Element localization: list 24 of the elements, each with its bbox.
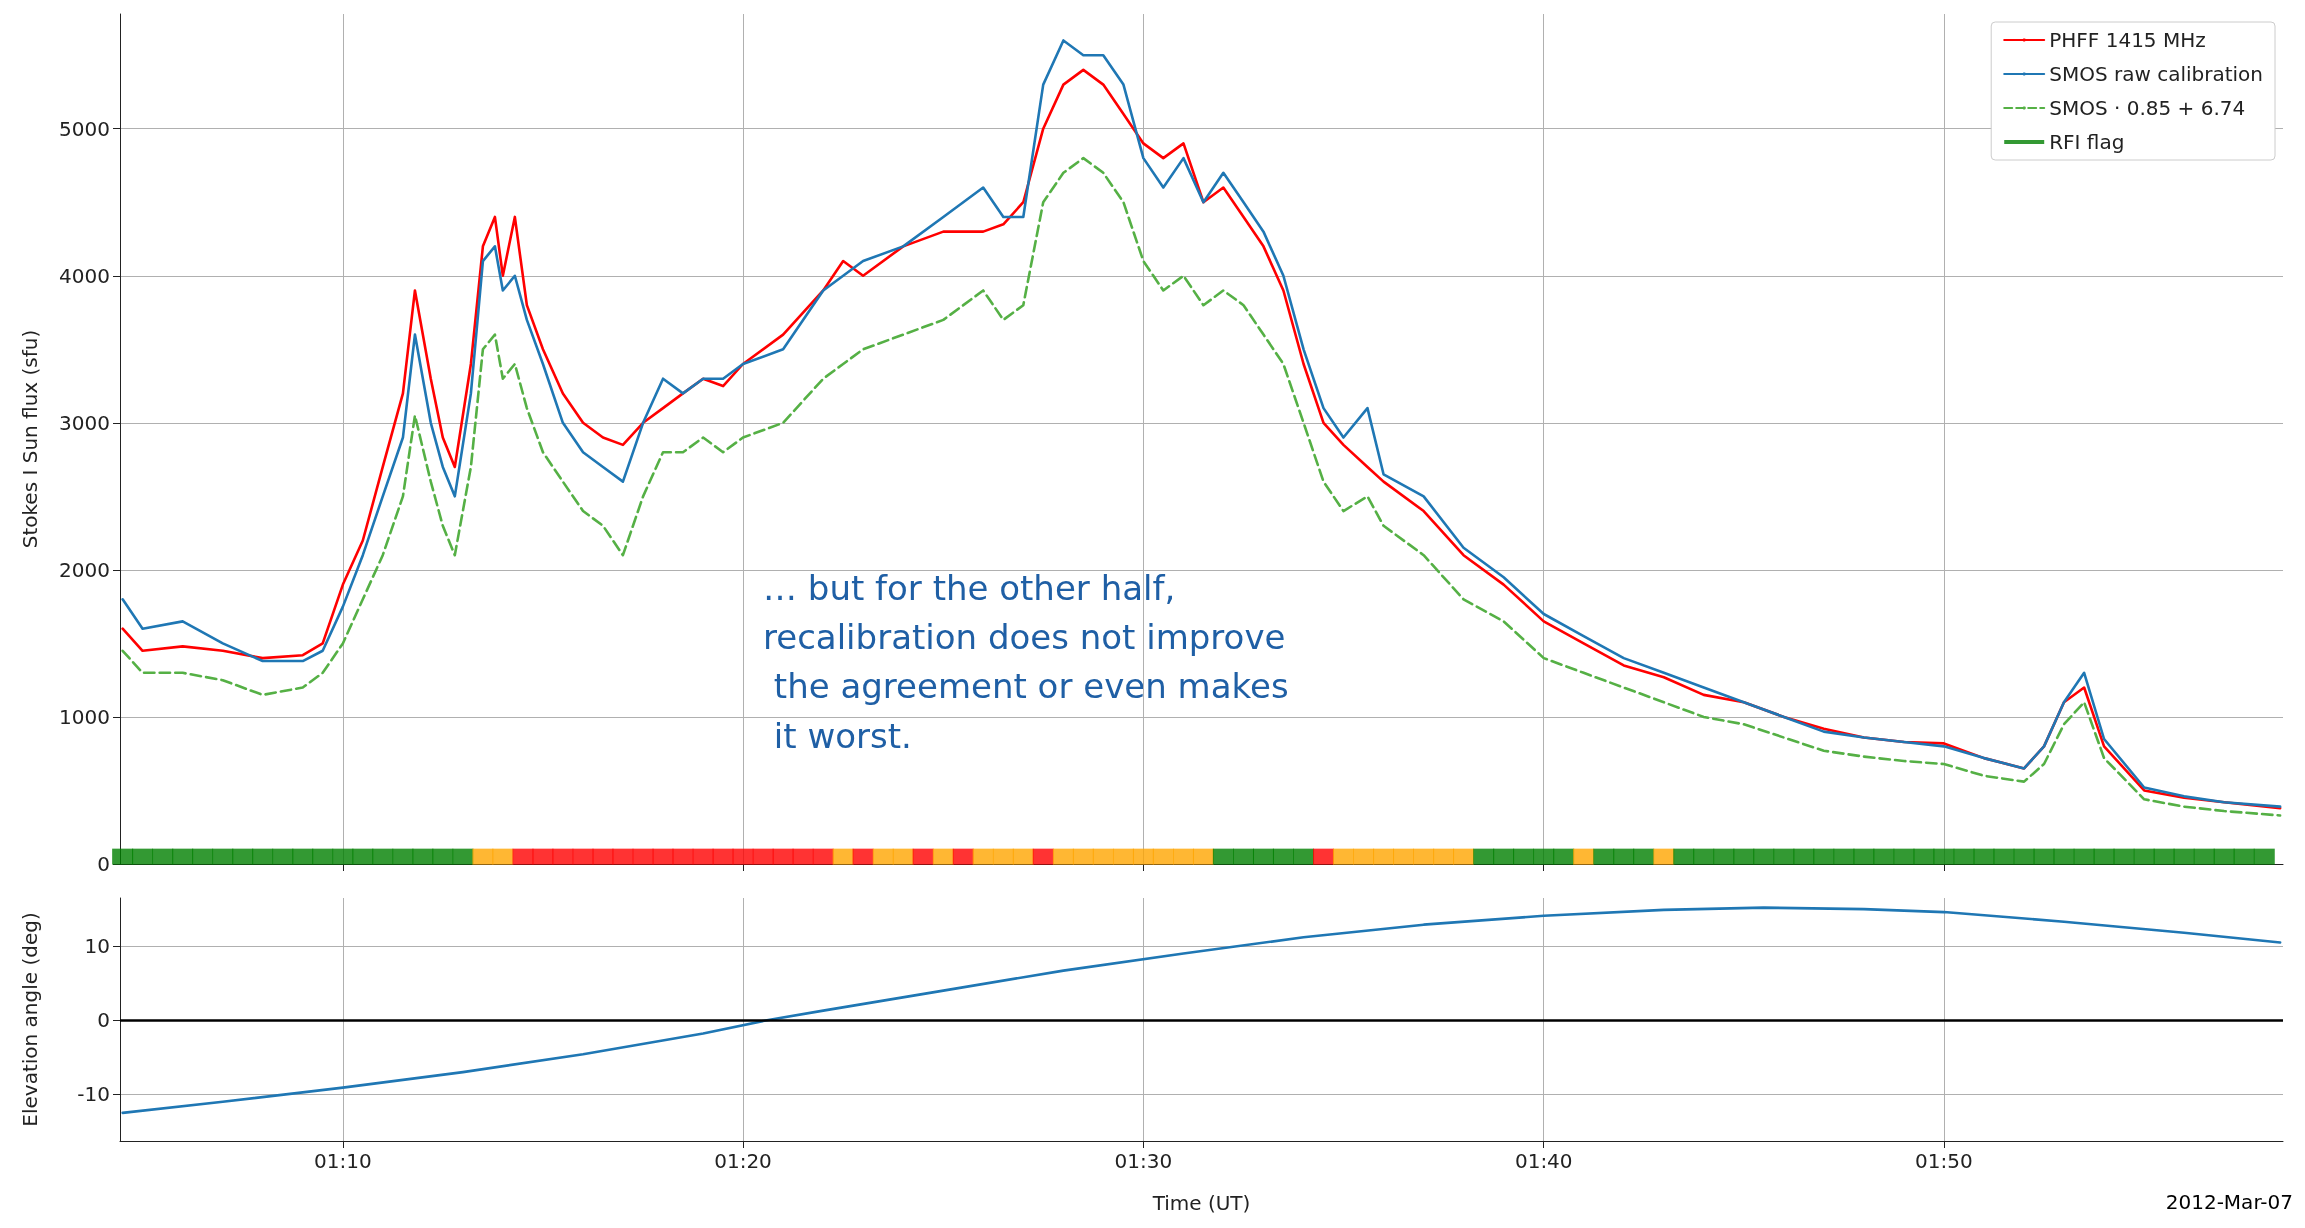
x-tick-label: 01:30: [1114, 1149, 1173, 1173]
text: 2012-Mar-07: [2165, 1189, 2293, 1214]
y-axis-title: Stokes I Sun flux (sfu): [18, 329, 42, 549]
x-tick-label: 01:10: [314, 1149, 372, 1173]
x-axis-title: Time (UT): [1151, 1191, 1251, 1215]
legend-label: SMOS raw calibration: [2049, 62, 2264, 86]
y-axis-title: Elevation angle (deg): [18, 912, 42, 1127]
annotation: … but for the other half, recalibration does not improve the agreement or even makes it worst.: [763, 567, 1289, 756]
x-tick-label: 01:20: [714, 1149, 772, 1173]
legend-label: SMOS · 0.85 + 6.74: [2049, 96, 2246, 120]
y-tick-label: 10: [84, 934, 110, 959]
line-series: [121, 906, 2282, 1115]
legend-label: RFI flag: [2049, 130, 2125, 154]
y-tick-label: 4000: [59, 263, 110, 288]
x-tick-label: 01:40: [1514, 1149, 1573, 1173]
y-tick-label: 3000: [59, 410, 110, 435]
y-tick-label: 1000: [59, 704, 110, 729]
y-tick-label: 5000: [59, 116, 110, 141]
y-tick-label: 0: [97, 1008, 110, 1033]
legend-label: PHFF 1415 MHz: [2049, 28, 2206, 52]
y-tick-label: -10: [77, 1082, 110, 1107]
y-tick-label: 2000: [59, 557, 110, 582]
x-tick-label: 01:50: [1915, 1149, 1973, 1173]
y-tick-label: 0: [97, 852, 110, 876]
